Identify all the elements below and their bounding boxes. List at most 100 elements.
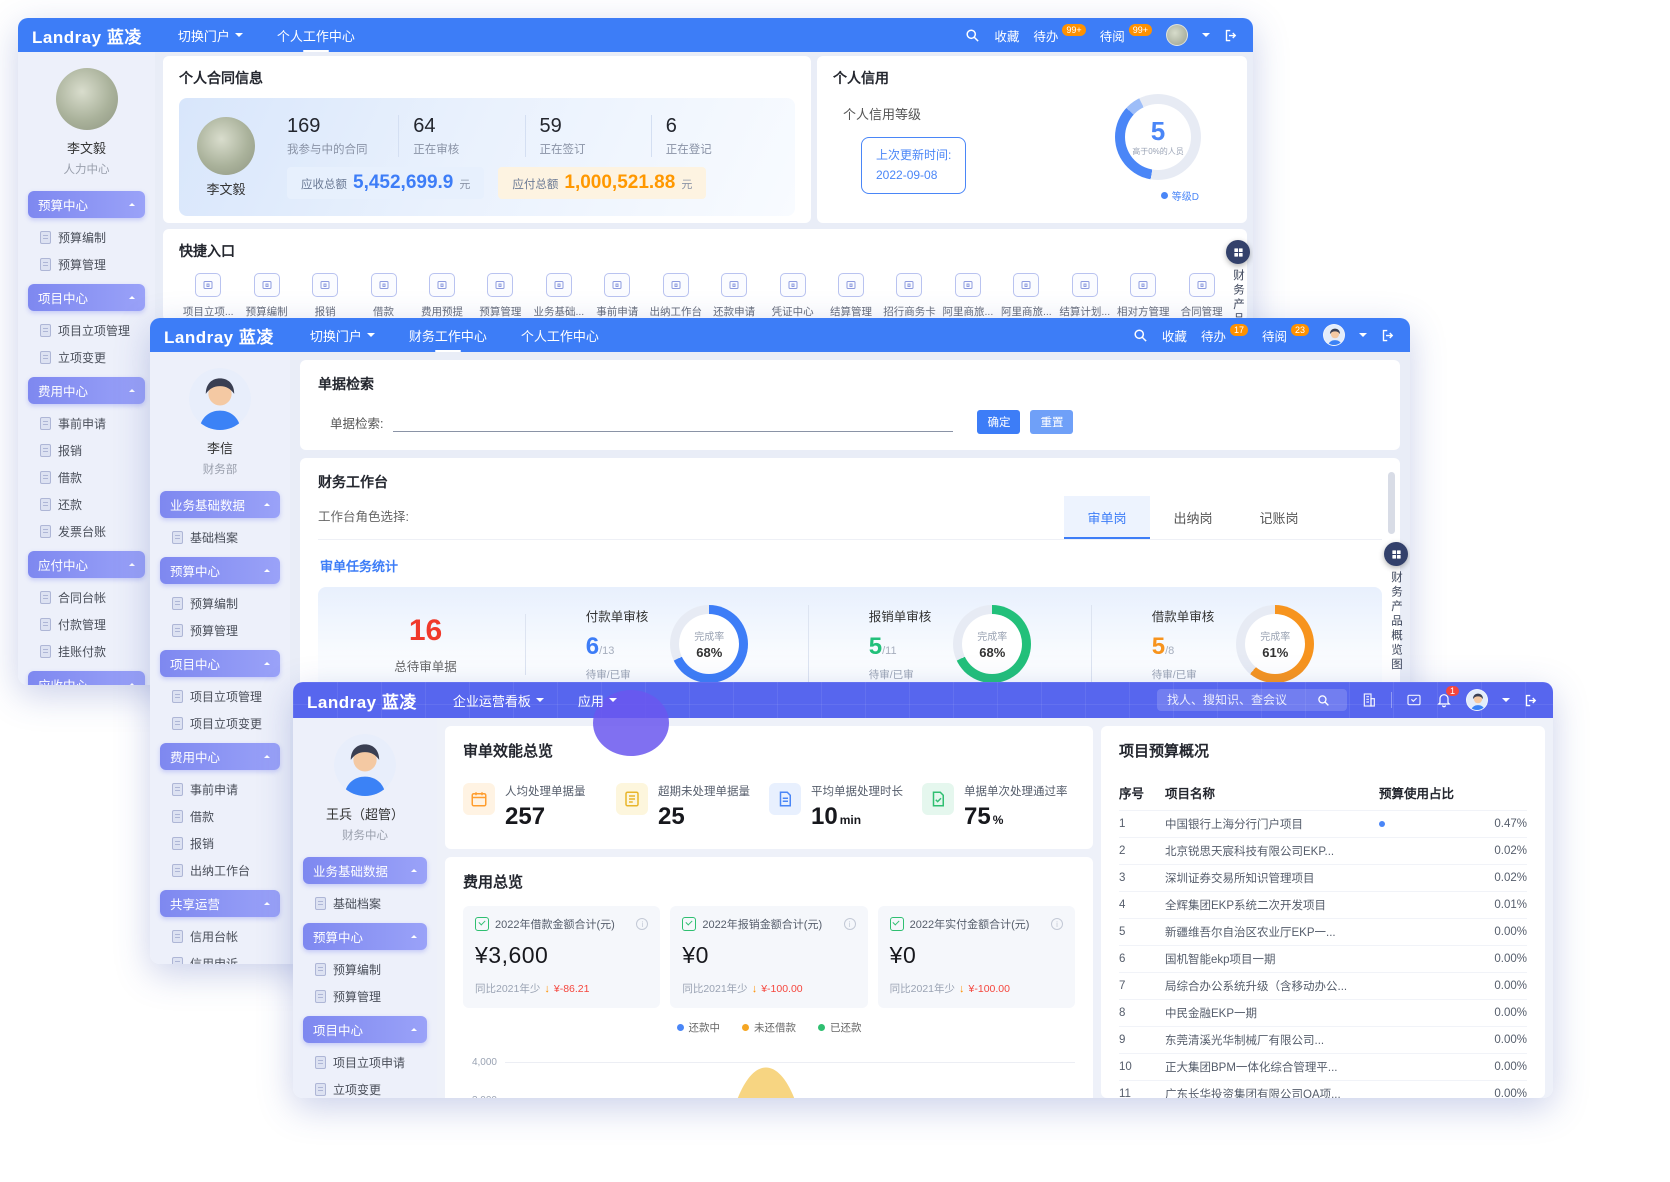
sidebar-item[interactable]: 项目立项申请 xyxy=(301,1049,429,1076)
tab-audit-post[interactable]: 审单岗 xyxy=(1064,496,1150,539)
logout-icon[interactable] xyxy=(1381,328,1396,343)
quick-entry-item[interactable]: 报销 xyxy=(296,273,354,319)
gallery-icon[interactable] xyxy=(1406,692,1422,708)
avatar[interactable] xyxy=(1466,689,1488,711)
nav-personal-workcenter[interactable]: 个人工作中心 xyxy=(277,18,355,54)
logout-icon[interactable] xyxy=(1524,693,1539,708)
toread-button[interactable]: 待阅 99+ xyxy=(1100,24,1152,45)
sidebar-group-header[interactable]: 预算中心 xyxy=(28,191,145,218)
sidebar-item[interactable]: 预算编制 xyxy=(158,590,282,617)
sidebar-item[interactable]: 合同台帐 xyxy=(26,584,147,611)
quick-entry-item[interactable]: 借款 xyxy=(354,273,412,319)
sidebar-group-header[interactable]: 共享运营 xyxy=(160,890,280,917)
info-icon[interactable]: i xyxy=(636,918,649,930)
quick-entry-item[interactable]: 费用预提 xyxy=(413,273,471,319)
chevron-down-icon[interactable] xyxy=(1502,698,1510,706)
table-row[interactable]: 3 深圳证券交易所知识管理项目 0.02% xyxy=(1119,864,1527,891)
todo-button[interactable]: 待办 99+ xyxy=(1033,24,1086,45)
nav-switch-portal[interactable]: 切换门户 xyxy=(310,318,375,354)
search-icon[interactable] xyxy=(965,28,980,43)
nav-applications[interactable]: 应用 xyxy=(578,682,617,719)
sidebar-item[interactable]: 预算编制 xyxy=(26,224,147,251)
favorites-button[interactable]: 收藏 xyxy=(994,29,1020,44)
avatar[interactable] xyxy=(1323,324,1345,346)
search-icon[interactable] xyxy=(1133,328,1148,343)
confirm-button[interactable]: 确定 xyxy=(977,410,1021,434)
sidebar-group-header[interactable]: 项目中心 xyxy=(303,1016,427,1043)
sidebar-item[interactable]: 事前申请 xyxy=(26,410,147,437)
finance-product-overview-fab[interactable]: 财务产品概览图 xyxy=(1384,542,1408,673)
chevron-down-icon[interactable] xyxy=(1359,333,1367,341)
table-row[interactable]: 6 国机智能ekp项目一期 0.00% xyxy=(1119,945,1527,972)
sidebar-group-header[interactable]: 项目中心 xyxy=(160,650,280,677)
sidebar-group-header[interactable]: 费用中心 xyxy=(28,377,145,404)
table-row[interactable]: 1 中国银行上海分行门户项目 0.47% xyxy=(1119,810,1527,837)
tab-cashier-post[interactable]: 出纳岗 xyxy=(1173,511,1213,526)
sidebar-item[interactable]: 事前申请 xyxy=(158,776,282,803)
sidebar-group-header[interactable]: 预算中心 xyxy=(160,557,280,584)
toread-button[interactable]: 待阅 23 xyxy=(1262,324,1309,345)
sidebar-item[interactable]: 基础档案 xyxy=(301,890,429,917)
sidebar-item[interactable]: 还款 xyxy=(26,491,147,518)
sidebar-item[interactable]: 信用申诉 xyxy=(158,950,282,964)
table-row[interactable]: 4 全辉集团EKP系统二次开发项目 0.01% xyxy=(1119,891,1527,918)
notifications-bell[interactable]: 1 xyxy=(1436,686,1459,708)
sidebar-item[interactable]: 借款 xyxy=(26,464,147,491)
quick-entry-item[interactable]: 阿里商旅... xyxy=(997,273,1055,319)
logout-icon[interactable] xyxy=(1224,28,1239,43)
table-row[interactable]: 9 东莞清溪光华制械厂有限公司... 0.00% xyxy=(1119,1026,1527,1053)
sidebar-item[interactable]: 挂账付款 xyxy=(26,638,147,665)
sidebar-group-header[interactable]: 项目中心 xyxy=(28,284,145,311)
quick-entry-item[interactable]: 项目立项... xyxy=(179,273,237,319)
sidebar-item[interactable]: 付款管理 xyxy=(26,611,147,638)
sidebar-item[interactable]: 预算管理 xyxy=(26,251,147,278)
sidebar-item[interactable]: 报销 xyxy=(158,830,282,857)
sidebar-item[interactable]: 基础档案 xyxy=(158,524,282,551)
quick-entry-item[interactable]: 还款申请 xyxy=(705,273,763,319)
quick-entry-item[interactable]: 预算编制 xyxy=(237,273,295,319)
quick-entry-item[interactable]: 凭证中心 xyxy=(763,273,821,319)
quick-entry-item[interactable]: 预算管理 xyxy=(471,273,529,319)
info-icon[interactable]: i xyxy=(1050,918,1063,930)
favorites-button[interactable]: 收藏 xyxy=(1161,329,1187,344)
table-row[interactable]: 10 正大集团BPM一体化综合管理平... 0.00% xyxy=(1119,1053,1527,1080)
sidebar-item[interactable]: 项目立项管理 xyxy=(26,317,147,344)
global-search-box[interactable] xyxy=(1157,689,1347,711)
table-row[interactable]: 8 中民金融EKP一期 0.00% xyxy=(1119,999,1527,1026)
table-row[interactable]: 11 广东长华投资集团有限公司OA项... 0.00% xyxy=(1119,1080,1527,1098)
sidebar-group-header[interactable]: 业务基础数据 xyxy=(303,857,427,884)
nav-personal-workcenter[interactable]: 个人工作中心 xyxy=(520,328,599,344)
nav-operation-dashboard[interactable]: 企业运营看板 xyxy=(453,682,544,719)
table-row[interactable]: 2 北京锐思天宸科技有限公司EKP... 0.02% xyxy=(1119,837,1527,864)
quick-entry-item[interactable]: 结算计划... xyxy=(1056,273,1114,319)
sidebar-item[interactable]: 报销 xyxy=(26,437,147,464)
quick-entry-item[interactable]: 业务基础... xyxy=(530,273,588,319)
quick-entry-item[interactable]: 结算管理 xyxy=(822,273,880,319)
sidebar-item[interactable]: 发票台账 xyxy=(26,518,147,545)
nav-finance-workcenter[interactable]: 财务工作中心 xyxy=(409,318,487,354)
sidebar-item[interactable]: 借款 xyxy=(158,803,282,830)
sidebar-item[interactable]: 立项变更 xyxy=(301,1076,429,1098)
sidebar-item[interactable]: 预算管理 xyxy=(158,617,282,644)
nav-switch-portal[interactable]: 切换门户 xyxy=(178,18,243,54)
reset-button[interactable]: 重置 xyxy=(1030,410,1074,434)
sidebar-item[interactable]: 预算管理 xyxy=(301,983,429,1010)
document-search-input[interactable] xyxy=(393,412,954,432)
quick-entry-item[interactable]: 合同管理 xyxy=(1172,273,1230,319)
sidebar-item[interactable]: 项目立项变更 xyxy=(158,710,282,737)
info-icon[interactable]: i xyxy=(843,918,856,930)
table-row[interactable]: 5 新疆维吾尔自治区农业厅EKP一... 0.00% xyxy=(1119,918,1527,945)
sidebar-item[interactable]: 出纳工作台 xyxy=(158,857,282,884)
global-search-input[interactable] xyxy=(1167,693,1307,707)
todo-button[interactable]: 待办 17 xyxy=(1201,324,1248,345)
sidebar-group-header[interactable]: 应收中心 xyxy=(28,671,145,685)
quick-entry-item[interactable]: 相对方管理 xyxy=(1114,273,1172,319)
sidebar-item[interactable]: 预算编制 xyxy=(301,956,429,983)
sidebar-group-header[interactable]: 预算中心 xyxy=(303,923,427,950)
scrollbar[interactable] xyxy=(1388,472,1395,534)
avatar[interactable] xyxy=(1166,24,1188,46)
organization-icon[interactable] xyxy=(1361,692,1377,708)
chevron-down-icon[interactable] xyxy=(1202,33,1210,41)
tab-bookkeeping-post[interactable]: 记账岗 xyxy=(1259,511,1299,526)
quick-entry-item[interactable]: 招行商务卡 xyxy=(880,273,938,319)
